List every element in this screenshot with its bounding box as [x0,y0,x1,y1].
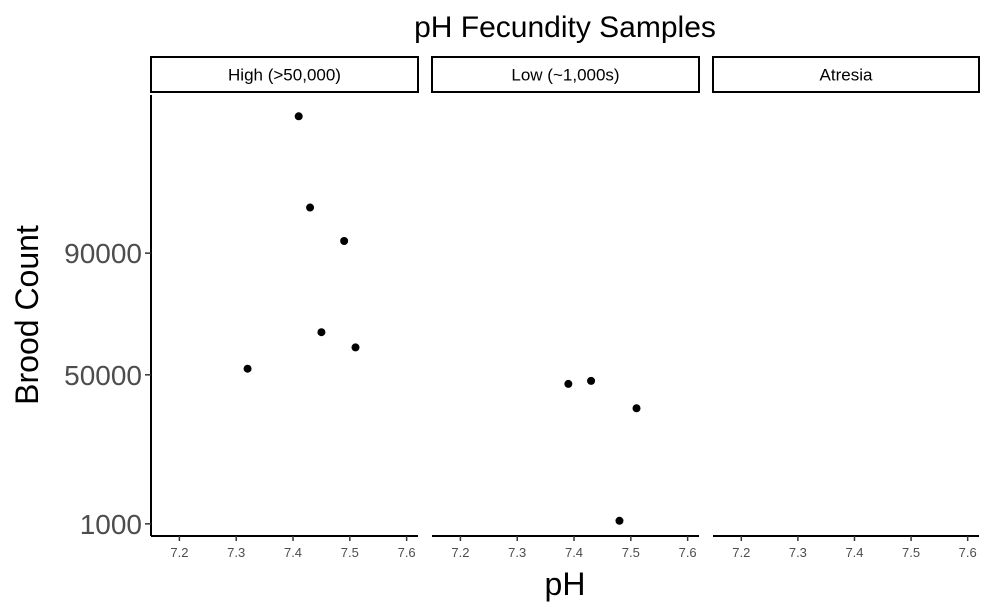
x-tick-label: 7.5 [341,545,359,560]
data-point [351,343,360,352]
y-tick-label: 90000 [64,238,142,269]
facet-strip-label: Atresia [820,66,873,85]
facet-panel: Atresia 7.2 7.3 7.4 7.5 7.6 [712,56,980,560]
x-tick-label: 7.4 [284,545,302,560]
facet-panel: Low (~1,000s) 7.2 7.3 7.4 7.5 7.6 [431,56,700,560]
chart-title: pH Fecundity Samples [414,11,716,44]
x-tick-label: 7.3 [789,545,807,560]
data-point [317,328,326,337]
y-axis-title: Brood Count [9,225,45,405]
x-tick-label: 7.4 [845,545,863,560]
x-tick-label: 7.6 [679,545,697,560]
data-point [306,203,315,212]
y-axis: 1000 50000 90000 [64,95,152,540]
data-point [587,376,596,385]
x-tick-label: 7.5 [622,545,640,560]
y-tick-label: 1000 [80,509,142,540]
data-point [243,364,252,373]
x-tick-label: 7.2 [451,545,469,560]
data-point [340,236,349,245]
x-tick-label: 7.3 [227,545,245,560]
x-tick-label: 7.6 [959,545,977,560]
x-tick-label: 7.6 [398,545,416,560]
data-point [615,516,624,525]
data-point [564,379,573,388]
x-tick-label: 7.2 [170,545,188,560]
x-tick-label: 7.3 [508,545,526,560]
facet-strip-label: Low (~1,000s) [511,66,619,85]
facet-strip [712,56,980,93]
y-tick-label: 50000 [64,360,142,391]
x-tick-label: 7.5 [902,545,920,560]
facet-panel: High (>50,000) 7.2 7.3 7.4 7.5 7.6 [150,56,419,560]
facet-strip [150,56,419,93]
x-tick-label: 7.2 [732,545,750,560]
x-axis-title: pH [545,566,586,602]
x-tick-label: 7.4 [565,545,583,560]
facet-strip-label: High (>50,000) [228,66,341,85]
data-point [294,112,303,121]
data-point [632,404,641,413]
facet-strip [431,56,700,93]
